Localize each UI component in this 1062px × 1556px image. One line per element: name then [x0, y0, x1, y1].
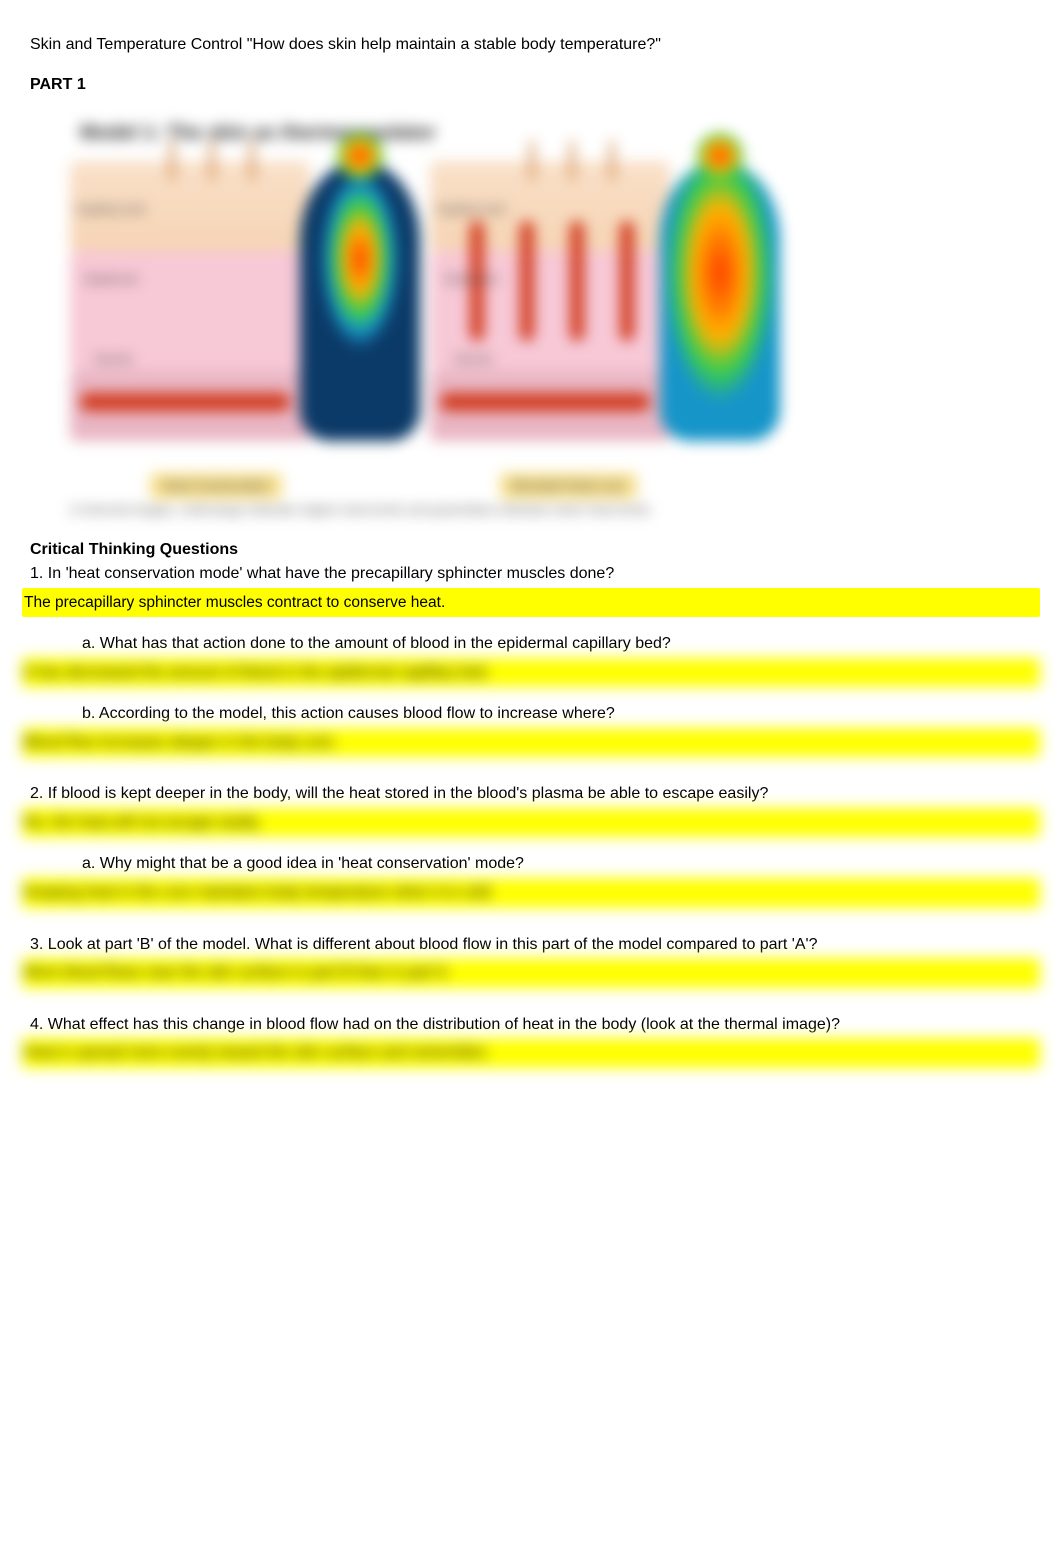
hair-shaft: [250, 141, 254, 181]
thermal-body-icon: [660, 161, 780, 441]
thermal-body-icon: [300, 161, 420, 441]
capillary-branch: [620, 221, 634, 341]
thermal-figure-b: [650, 161, 790, 461]
diagram-blurred: Model 1: The skin as thermoregulator Cap…: [30, 111, 860, 511]
thermal-figure-a: [290, 161, 430, 461]
question-3: 3. Look at part 'B' of the model. What i…: [30, 934, 1032, 956]
question-1a: a. What has that action done to the amou…: [82, 633, 1032, 655]
spacer: [30, 761, 1032, 781]
mode-label-heatloss: Elevated Heat Loss: [500, 473, 637, 499]
answer-1a: It has decreased the amount of blood in …: [22, 658, 1040, 688]
spacer: [30, 992, 1032, 1012]
answer-1: The precapillary sphincter muscles contr…: [22, 588, 1040, 618]
question-1: 1. In 'heat conservation mode' what have…: [30, 563, 1032, 585]
blood-vessel: [440, 393, 650, 411]
diagram-container: Model 1: The skin as thermoregulator Cap…: [30, 111, 860, 511]
hair-shaft: [530, 141, 534, 181]
blood-vessel: [80, 393, 290, 411]
mode-label-conservation: Heat Conservation: [150, 473, 282, 499]
label-capillary: Capillary bed: [435, 201, 505, 218]
capillary-branch: [570, 221, 584, 341]
hair-shaft: [610, 141, 614, 181]
hair-shaft: [170, 141, 174, 181]
label-epidermis: Epidermis: [445, 271, 498, 288]
answer-2: No, the heat will not escape easily.: [22, 808, 1040, 838]
part-heading: PART 1: [30, 74, 1032, 96]
label-dermis: Dermis: [95, 351, 133, 368]
spacer: [30, 912, 1032, 932]
hair-shaft: [570, 141, 574, 181]
label-dermis: Dermis: [455, 351, 493, 368]
question-2: 2. If blood is kept deeper in the body, …: [30, 783, 1032, 805]
critical-thinking-heading: Critical Thinking Questions: [30, 539, 1032, 561]
page-title: Skin and Temperature Control "How does s…: [30, 34, 1032, 56]
diagram-title: Model 1: The skin as thermoregulator: [80, 119, 436, 147]
thermal-head-icon: [337, 133, 383, 179]
label-capillary: Capillary bed: [75, 201, 145, 218]
answer-3: More blood flows near the skin surface i…: [22, 958, 1040, 988]
label-epidermis: Epidermis: [85, 271, 138, 288]
answer-2a: Keeping heat in the core maintains body …: [22, 878, 1040, 908]
question-1b: b. According to the model, this action c…: [82, 703, 1032, 725]
thermal-head-icon: [697, 133, 743, 179]
question-2a: a. Why might that be a good idea in 'hea…: [82, 853, 1032, 875]
answer-1b: Blood flow increases deeper in the body …: [22, 728, 1040, 758]
hair-shaft: [210, 141, 214, 181]
diagram-caption: In thermal images, red/orange indicates …: [70, 501, 820, 519]
question-4: 4. What effect has this change in blood …: [30, 1014, 1032, 1036]
answer-4: Heat is spread more evenly toward the sk…: [22, 1038, 1040, 1068]
capillary-branch: [520, 221, 534, 341]
